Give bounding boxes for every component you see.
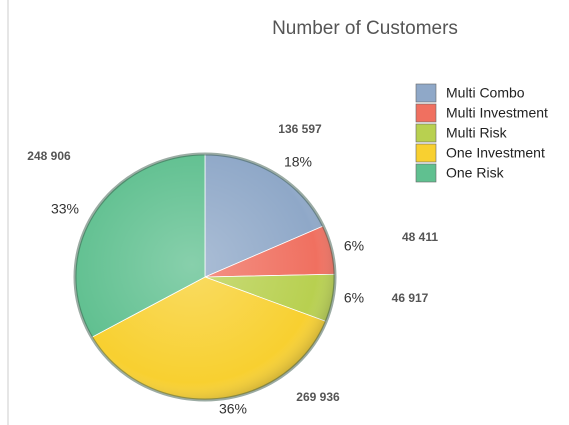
percent-label: 6% <box>344 290 364 306</box>
pie-shading <box>73 152 337 402</box>
percent-label: 36% <box>219 401 247 417</box>
value-label: 48 411 <box>402 230 438 244</box>
percent-label: 18% <box>284 154 312 170</box>
legend-label: Multi Risk <box>446 125 508 141</box>
value-label: 248 906 <box>27 149 71 163</box>
legend-label: One Risk <box>446 165 505 181</box>
percent-label: 6% <box>344 238 364 254</box>
value-label: 46 917 <box>392 291 429 305</box>
legend-swatch <box>415 163 437 183</box>
legend-swatch <box>415 83 437 103</box>
percent-label: 33% <box>51 201 79 217</box>
legend-label: One Investment <box>446 145 545 161</box>
legend-label: Multi Investment <box>446 105 548 121</box>
chart-title: Number of Customers <box>272 18 458 39</box>
legend-swatch <box>415 123 437 143</box>
legend-swatch <box>415 103 437 123</box>
value-label: 269 936 <box>296 390 340 404</box>
value-label: 136 597 <box>278 122 322 136</box>
legend-label: Multi Combo <box>446 85 525 101</box>
legend-swatch <box>415 143 437 163</box>
